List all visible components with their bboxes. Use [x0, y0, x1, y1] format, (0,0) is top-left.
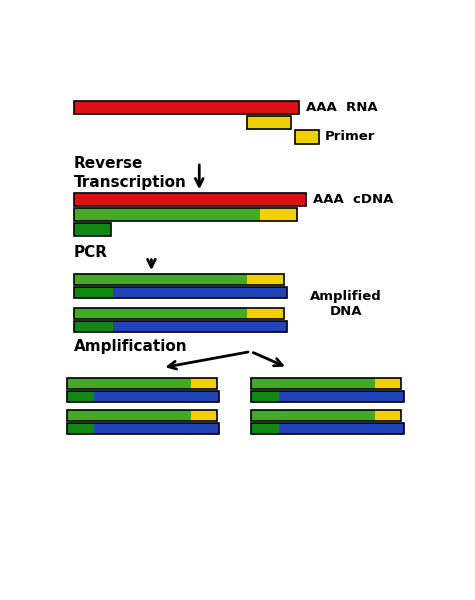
Bar — [247, 308, 284, 319]
Bar — [251, 410, 401, 421]
Bar — [74, 274, 247, 285]
Bar — [113, 321, 287, 332]
Bar — [113, 287, 287, 298]
Bar — [191, 379, 217, 389]
Bar — [295, 130, 319, 143]
Bar — [251, 410, 375, 421]
Bar — [251, 391, 404, 403]
Bar — [251, 391, 278, 403]
Bar — [66, 379, 217, 389]
Text: Amplification: Amplification — [74, 340, 188, 355]
Text: Reverse
Transcription: Reverse Transcription — [74, 156, 187, 190]
Bar — [375, 410, 401, 421]
Text: PCR: PCR — [74, 245, 108, 260]
Bar — [74, 274, 284, 285]
Bar — [95, 422, 219, 434]
Bar — [251, 379, 401, 389]
Text: AAA  RNA: AAA RNA — [306, 101, 378, 113]
Text: Primer: Primer — [324, 130, 375, 143]
Bar — [66, 410, 217, 421]
Bar — [74, 193, 306, 206]
Bar — [251, 422, 404, 434]
Bar — [74, 208, 260, 221]
Bar — [278, 391, 404, 403]
Bar — [251, 422, 278, 434]
Bar — [74, 287, 287, 298]
Bar — [66, 391, 219, 403]
Bar — [191, 410, 217, 421]
Bar — [74, 308, 247, 319]
Bar — [260, 208, 297, 221]
Bar — [247, 274, 284, 285]
Text: Amplified
DNA: Amplified DNA — [310, 290, 381, 318]
Bar — [66, 379, 191, 389]
Bar — [95, 391, 219, 403]
Bar — [247, 116, 291, 129]
Bar — [66, 422, 219, 434]
Bar — [74, 287, 113, 298]
Bar — [74, 101, 299, 113]
Bar — [66, 391, 95, 403]
Bar — [74, 321, 287, 332]
Bar — [74, 208, 297, 221]
Bar — [74, 308, 284, 319]
Bar — [66, 422, 95, 434]
Text: AAA  cDNA: AAA cDNA — [314, 193, 394, 206]
Bar — [74, 321, 113, 332]
Bar — [375, 379, 401, 389]
Bar — [251, 379, 375, 389]
Bar — [278, 422, 404, 434]
Bar — [66, 410, 191, 421]
Bar — [74, 223, 111, 236]
